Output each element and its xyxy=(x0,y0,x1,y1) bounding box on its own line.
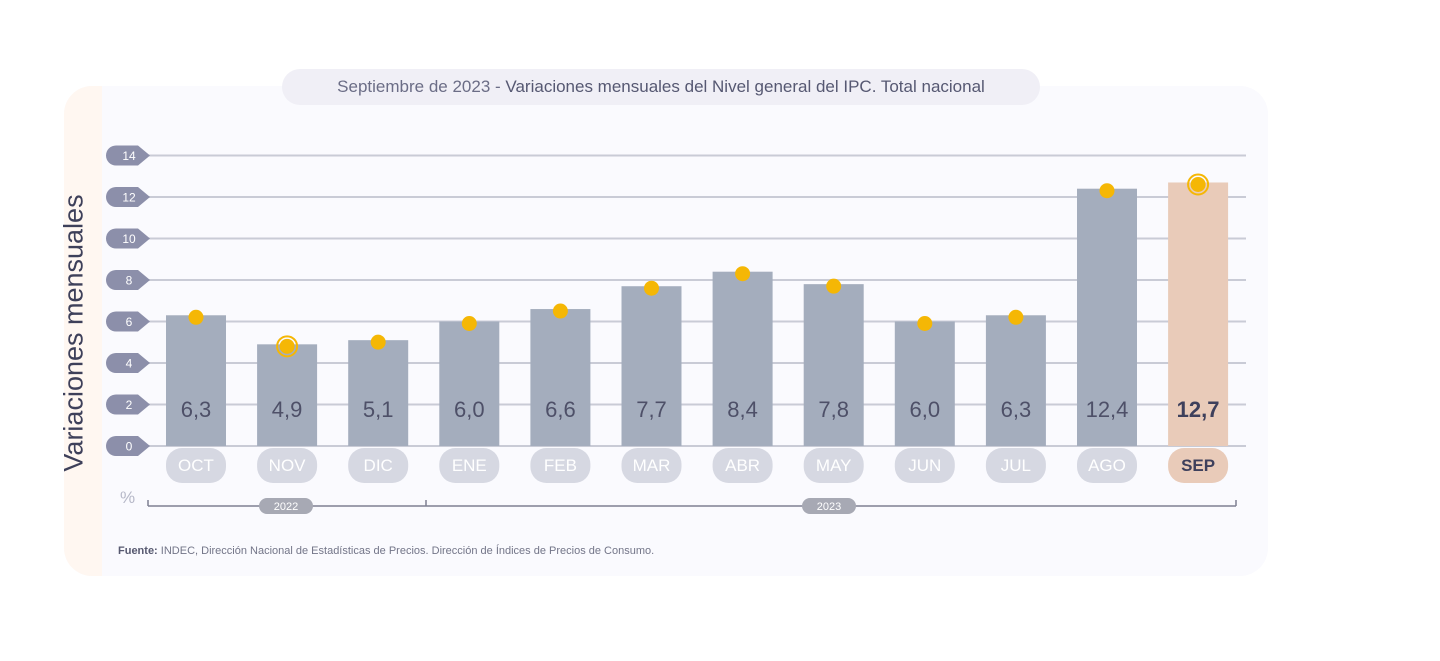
y-tick-label-12: 12 xyxy=(122,191,136,205)
marker-mar xyxy=(644,280,659,296)
x-tick-label-jul: JUL xyxy=(1001,456,1031,475)
y-tick-marker-4 xyxy=(106,353,150,373)
bar-mar xyxy=(621,286,682,446)
y-tick-label-2: 2 xyxy=(126,398,133,412)
data-label-dic: 5,1 xyxy=(363,397,394,422)
marker-ring-sep xyxy=(1187,173,1210,196)
x-tick-label-ago: AGO xyxy=(1088,456,1126,475)
bar-dic xyxy=(348,340,409,446)
marker-nov xyxy=(279,338,295,354)
y-tick-marker-10 xyxy=(106,228,150,249)
marker-dic xyxy=(370,334,386,350)
chart-title: Septiembre de 2023 - Variaciones mensual… xyxy=(282,69,1040,105)
bar-abr xyxy=(712,271,773,446)
month-pill-feb xyxy=(530,448,591,483)
bar-may xyxy=(803,284,864,446)
x-tick-label-ene: ENE xyxy=(452,456,487,475)
y-tick-label-14: 14 xyxy=(122,149,136,163)
x-tick-label-jun: JUN xyxy=(908,456,941,475)
source-text: INDEC, Dirección Nacional de Estadística… xyxy=(157,545,655,557)
data-label-feb: 6,6 xyxy=(545,397,576,422)
x-tick-label-feb: FEB xyxy=(544,456,577,475)
y-tick-marker-6 xyxy=(106,311,150,332)
bar-oct xyxy=(166,315,226,446)
month-pill-mar xyxy=(621,448,682,483)
marker-abr xyxy=(735,266,751,282)
marker-sep xyxy=(1190,176,1206,192)
marker-feb xyxy=(552,303,568,319)
marker-jul xyxy=(1008,309,1024,325)
bar-feb xyxy=(530,309,591,446)
bar-ago xyxy=(1077,188,1137,446)
data-label-may: 7,8 xyxy=(818,397,849,422)
bar-jun xyxy=(894,321,955,446)
y-tick-label-8: 8 xyxy=(126,274,133,288)
bar-sep xyxy=(1168,182,1229,446)
data-label-ene: 6,0 xyxy=(454,397,485,422)
bar-nov xyxy=(257,344,318,446)
x-tick-label-abr: ABR xyxy=(725,456,760,475)
x-tick-label-oct: OCT xyxy=(178,456,214,475)
data-label-oct: 6,3 xyxy=(181,397,212,422)
title-prefix: Septiembre de 2023 xyxy=(337,77,491,96)
month-pill-nov xyxy=(257,448,318,483)
data-label-mar: 7,7 xyxy=(636,397,667,422)
marker-jun xyxy=(917,316,933,331)
source-label: Fuente: xyxy=(118,545,158,557)
data-label-sep: 12,7 xyxy=(1177,397,1220,422)
data-label-ago: 12,4 xyxy=(1086,397,1129,422)
marker-oct xyxy=(188,309,204,325)
marker-may xyxy=(826,278,842,294)
x-tick-label-nov: NOV xyxy=(269,456,307,475)
month-pill-may xyxy=(803,448,864,483)
month-pill-jun xyxy=(894,448,955,483)
month-pill-abr xyxy=(712,448,773,483)
y-tick-marker-12 xyxy=(106,187,150,207)
data-label-abr: 8,4 xyxy=(727,397,758,422)
marker-ago xyxy=(1099,183,1115,199)
month-pill-jul xyxy=(985,448,1046,483)
year-pill-2022 xyxy=(259,498,313,514)
card-accent-stripe xyxy=(64,86,102,576)
y-tick-label-0: 0 xyxy=(126,440,133,454)
year-label-2023: 2023 xyxy=(817,501,841,513)
bar-jul xyxy=(985,315,1046,446)
month-pill-dic xyxy=(348,448,409,483)
y-tick-label-4: 4 xyxy=(126,357,133,371)
month-pill-sep xyxy=(1168,448,1229,483)
title-separator: - xyxy=(490,77,506,96)
month-pill-ene xyxy=(439,448,500,483)
data-label-jun: 6,0 xyxy=(910,397,941,422)
marker-ene xyxy=(461,316,477,331)
x-tick-label-dic: DIC xyxy=(364,456,393,475)
y-tick-marker-8 xyxy=(106,270,150,290)
x-tick-label-sep: SEP xyxy=(1181,456,1215,475)
y-tick-marker-2 xyxy=(106,394,150,415)
year-pill-2023 xyxy=(802,498,856,514)
x-tick-label-mar: MAR xyxy=(633,456,671,475)
data-label-jul: 6,3 xyxy=(1001,397,1032,422)
y-tick-marker-0 xyxy=(106,436,150,456)
data-label-nov: 4,9 xyxy=(272,397,303,422)
title-main: Variaciones mensuales del Nivel general … xyxy=(505,77,985,96)
unit-label: % xyxy=(120,488,136,507)
bar-ene xyxy=(439,321,500,446)
source-note: Fuente: INDEC, Dirección Nacional de Est… xyxy=(118,545,654,557)
y-tick-label-10: 10 xyxy=(122,232,136,246)
marker-ring-nov xyxy=(276,335,299,358)
month-pill-oct xyxy=(166,448,226,483)
month-pill-ago xyxy=(1077,448,1137,483)
year-label-2022: 2022 xyxy=(274,501,298,513)
x-tick-label-may: MAY xyxy=(816,456,852,475)
y-tick-marker-14 xyxy=(106,145,150,166)
y-tick-label-6: 6 xyxy=(126,315,133,329)
